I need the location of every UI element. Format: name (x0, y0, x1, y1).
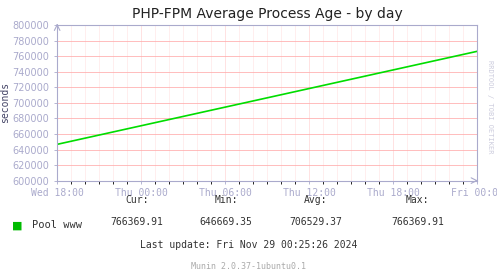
Text: Last update: Fri Nov 29 00:25:26 2024: Last update: Fri Nov 29 00:25:26 2024 (140, 240, 357, 250)
Text: Max:: Max: (406, 195, 429, 205)
Text: 706529.37: 706529.37 (289, 217, 342, 227)
Y-axis label: seconds: seconds (0, 82, 10, 123)
Text: Min:: Min: (214, 195, 238, 205)
Text: RRDTOOL / TOBI OETIKER: RRDTOOL / TOBI OETIKER (487, 60, 493, 153)
Text: Cur:: Cur: (125, 195, 149, 205)
Text: Munin 2.0.37-1ubuntu0.1: Munin 2.0.37-1ubuntu0.1 (191, 262, 306, 271)
Text: ■: ■ (12, 220, 23, 230)
Title: PHP-FPM Average Process Age - by day: PHP-FPM Average Process Age - by day (132, 7, 403, 21)
Text: 766369.91: 766369.91 (110, 217, 163, 227)
Text: 646669.35: 646669.35 (200, 217, 252, 227)
Text: Avg:: Avg: (304, 195, 328, 205)
Text: 766369.91: 766369.91 (391, 217, 444, 227)
Text: Pool www: Pool www (32, 220, 83, 230)
